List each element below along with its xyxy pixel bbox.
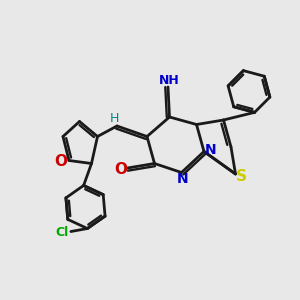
- Text: O: O: [114, 162, 128, 177]
- Text: S: S: [236, 169, 246, 184]
- Text: O: O: [54, 154, 67, 169]
- Text: Cl: Cl: [56, 226, 69, 238]
- Text: H: H: [109, 112, 119, 125]
- Text: N: N: [177, 172, 189, 186]
- Text: N: N: [205, 143, 216, 157]
- Text: NH: NH: [159, 74, 180, 88]
